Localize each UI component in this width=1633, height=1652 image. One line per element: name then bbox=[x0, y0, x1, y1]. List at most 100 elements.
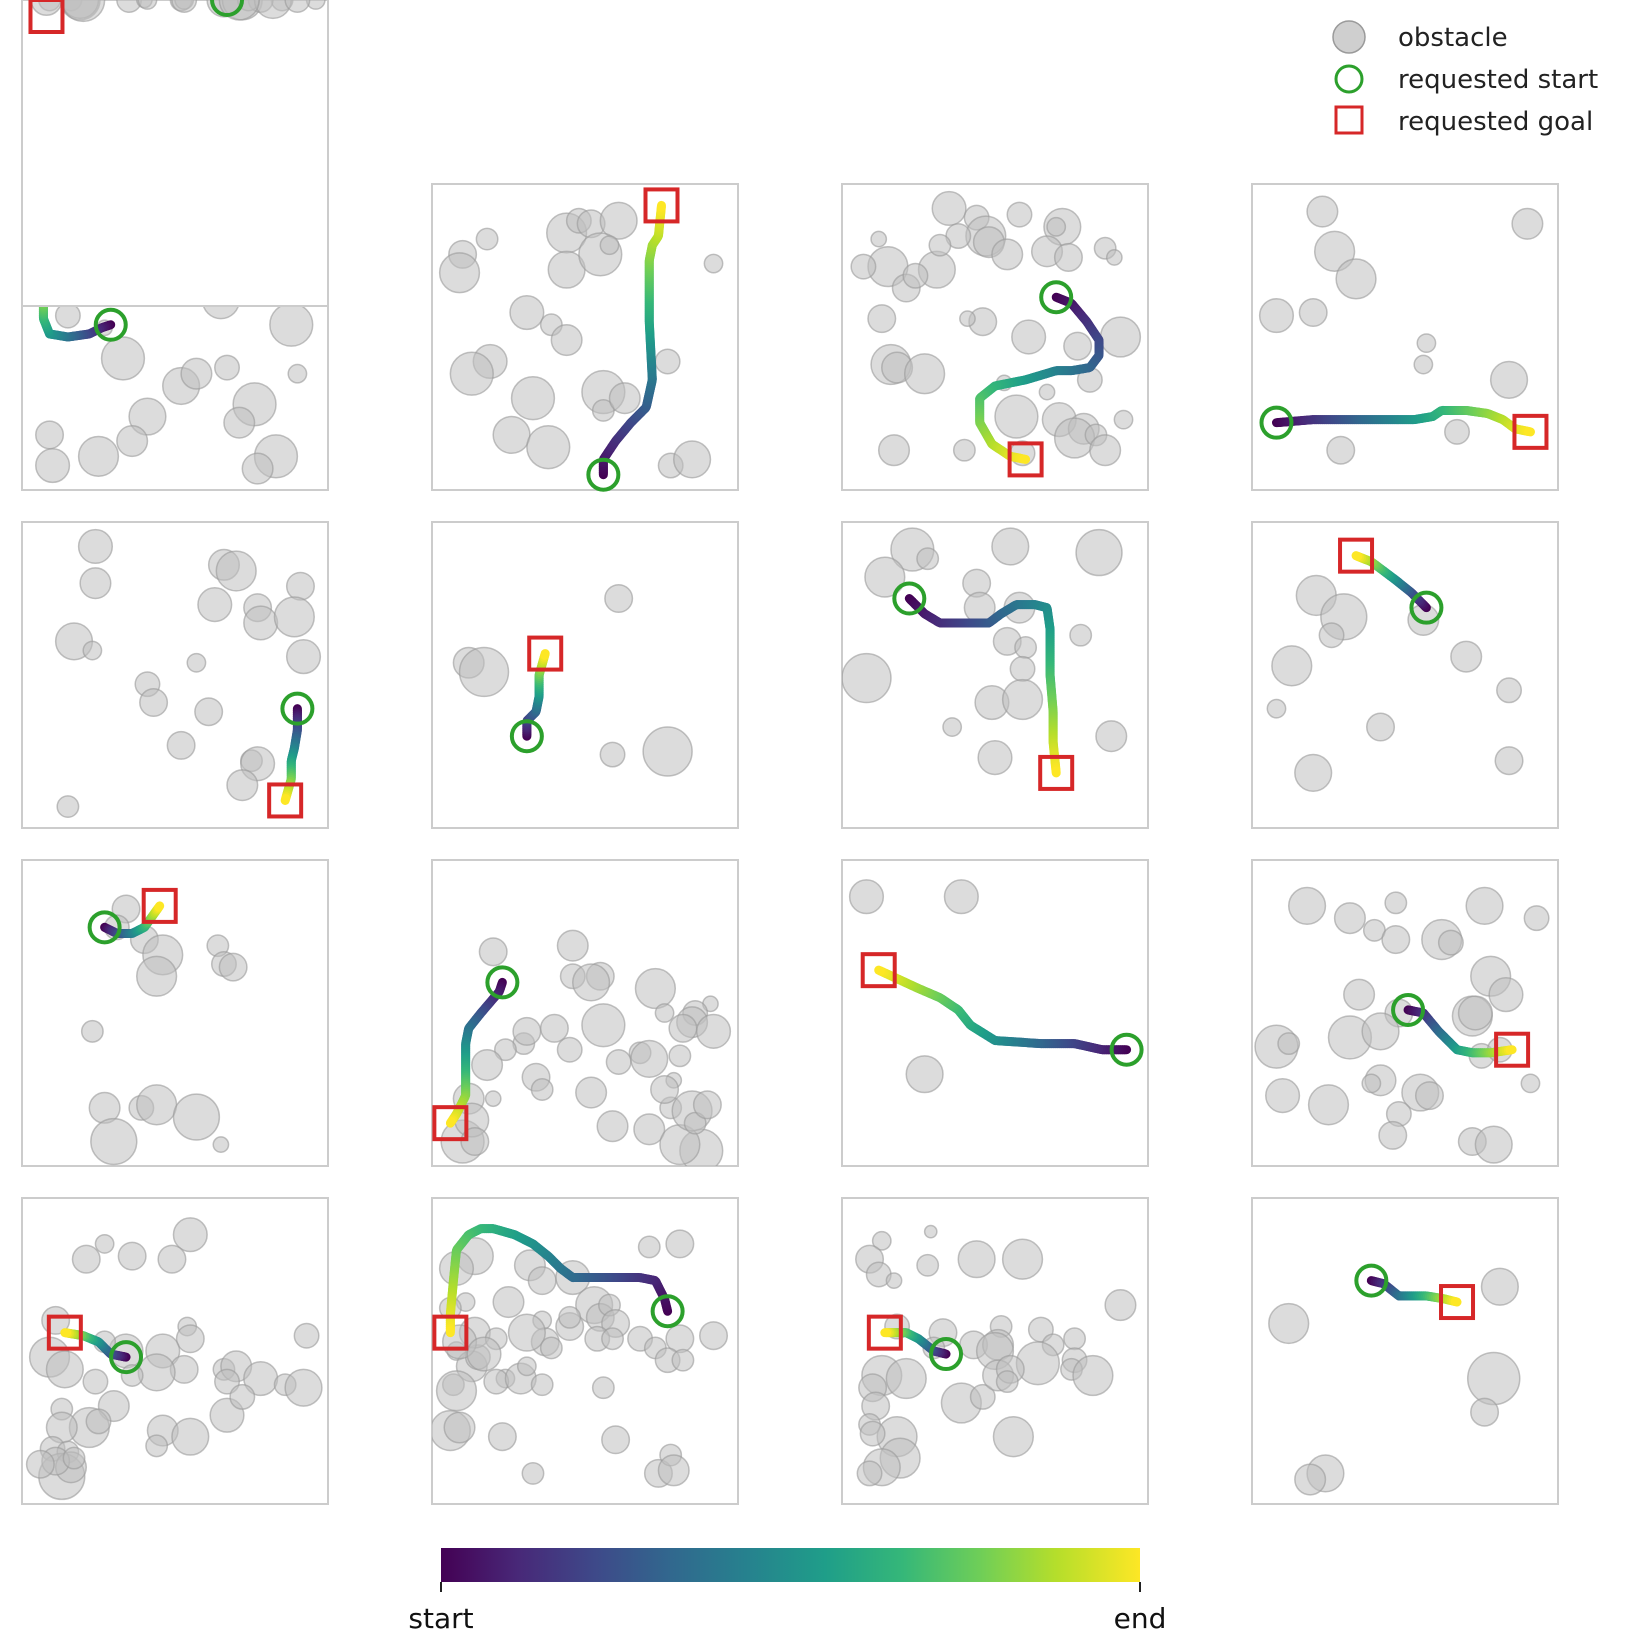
obstacle bbox=[527, 1266, 557, 1296]
trajectory-segment bbox=[154, 901, 165, 912]
obstacle bbox=[1069, 623, 1093, 647]
panel-frame bbox=[21, 521, 329, 829]
obstacle bbox=[1457, 995, 1493, 1031]
goal-marker bbox=[1007, 441, 1044, 478]
obstacle bbox=[1258, 298, 1295, 334]
obstacle bbox=[478, 937, 508, 967]
obstacle bbox=[1072, 1354, 1114, 1397]
obstacle bbox=[1053, 242, 1083, 272]
obstacle bbox=[484, 1090, 502, 1108]
obstacle bbox=[864, 556, 906, 598]
obstacle bbox=[1465, 886, 1504, 926]
obstacle bbox=[672, 440, 712, 479]
obstacle bbox=[117, 1241, 147, 1271]
obstacle bbox=[916, 1253, 940, 1277]
trajectory bbox=[598, 200, 666, 480]
obstacle bbox=[1480, 1267, 1519, 1306]
obstacle bbox=[642, 726, 693, 777]
obstacle bbox=[867, 304, 897, 334]
start-marker bbox=[1391, 992, 1426, 1027]
panel-content bbox=[452, 583, 693, 777]
obstacle bbox=[1466, 1351, 1521, 1406]
obstacle bbox=[137, 1353, 176, 1392]
start-marker bbox=[485, 965, 520, 1000]
obstacle bbox=[1361, 1012, 1400, 1051]
obstacle bbox=[1366, 712, 1396, 742]
start-marker bbox=[109, 1340, 144, 1375]
obstacle bbox=[556, 1036, 583, 1063]
obstacle bbox=[530, 1078, 554, 1101]
obstacle bbox=[1011, 319, 1047, 355]
obstacle bbox=[1450, 640, 1483, 673]
obstacle bbox=[526, 424, 571, 470]
obstacle bbox=[1474, 1125, 1513, 1164]
obstacle bbox=[139, 688, 169, 718]
obstacle bbox=[608, 382, 641, 415]
obstacle bbox=[116, 0, 143, 13]
panel-content bbox=[850, 190, 1142, 467]
legend-goal-marker bbox=[1334, 105, 1364, 135]
obstacle bbox=[1470, 1397, 1500, 1427]
obstacle bbox=[212, 1136, 230, 1153]
obstacle bbox=[1306, 195, 1339, 228]
obstacle bbox=[604, 583, 634, 614]
panel-content bbox=[1254, 886, 1550, 1164]
obstacle bbox=[1001, 678, 1044, 721]
obstacle bbox=[596, 1110, 629, 1143]
obstacle bbox=[284, 1368, 323, 1407]
obstacle bbox=[510, 376, 556, 421]
goal-marker bbox=[1494, 1031, 1531, 1068]
panel bbox=[1251, 1197, 1559, 1505]
obstacle bbox=[285, 639, 322, 675]
obstacle bbox=[1335, 258, 1377, 300]
obstacle bbox=[1046, 216, 1067, 237]
obstacle bbox=[539, 1013, 569, 1043]
obstacle bbox=[1266, 698, 1287, 719]
obstacle bbox=[287, 363, 308, 384]
panel bbox=[431, 183, 739, 492]
obstacle bbox=[599, 741, 626, 768]
obstacle bbox=[977, 740, 1013, 776]
obstacle bbox=[223, 406, 256, 439]
obstacle bbox=[1271, 645, 1313, 687]
obstacle bbox=[871, 1230, 892, 1251]
panel-frame bbox=[1251, 183, 1559, 491]
obstacle bbox=[516, 1356, 537, 1377]
start-marker bbox=[1409, 590, 1444, 625]
obstacle bbox=[77, 435, 120, 477]
obstacle bbox=[145, 1434, 169, 1458]
trajectory bbox=[904, 594, 1061, 778]
goal-marker bbox=[866, 1314, 903, 1351]
obstacle bbox=[284, 0, 311, 13]
legend-obstacle-marker bbox=[1332, 20, 1366, 54]
start-marker bbox=[929, 1337, 964, 1372]
goal-marker bbox=[46, 1314, 83, 1351]
obstacle bbox=[435, 1370, 478, 1412]
panel bbox=[1251, 859, 1559, 1167]
obstacle bbox=[172, 1093, 221, 1141]
legend-start-marker bbox=[1334, 64, 1364, 94]
obstacle bbox=[1105, 249, 1123, 266]
obstacle bbox=[905, 1055, 944, 1094]
legend: obstacle requested start requested goal bbox=[1332, 20, 1598, 137]
obstacle bbox=[1444, 418, 1471, 445]
panel bbox=[1251, 183, 1559, 491]
obstacle bbox=[1523, 905, 1550, 932]
goal-marker bbox=[1338, 537, 1375, 574]
obstacle bbox=[180, 357, 213, 390]
obstacle bbox=[1520, 1073, 1541, 1094]
obstacle bbox=[305, 0, 326, 10]
obstacle bbox=[969, 1383, 996, 1410]
panel-grid bbox=[21, 0, 1559, 1505]
obstacle bbox=[171, 0, 198, 13]
obstacle bbox=[120, 1364, 144, 1387]
obstacle bbox=[870, 230, 888, 248]
goal-marker bbox=[432, 1105, 469, 1142]
obstacle bbox=[695, 1013, 732, 1049]
obstacle bbox=[601, 1425, 631, 1455]
obstacle bbox=[1009, 655, 1036, 682]
obstacle bbox=[1378, 1120, 1408, 1150]
obstacle bbox=[994, 394, 1039, 439]
obstacle bbox=[703, 253, 724, 274]
obstacle bbox=[591, 1376, 615, 1400]
